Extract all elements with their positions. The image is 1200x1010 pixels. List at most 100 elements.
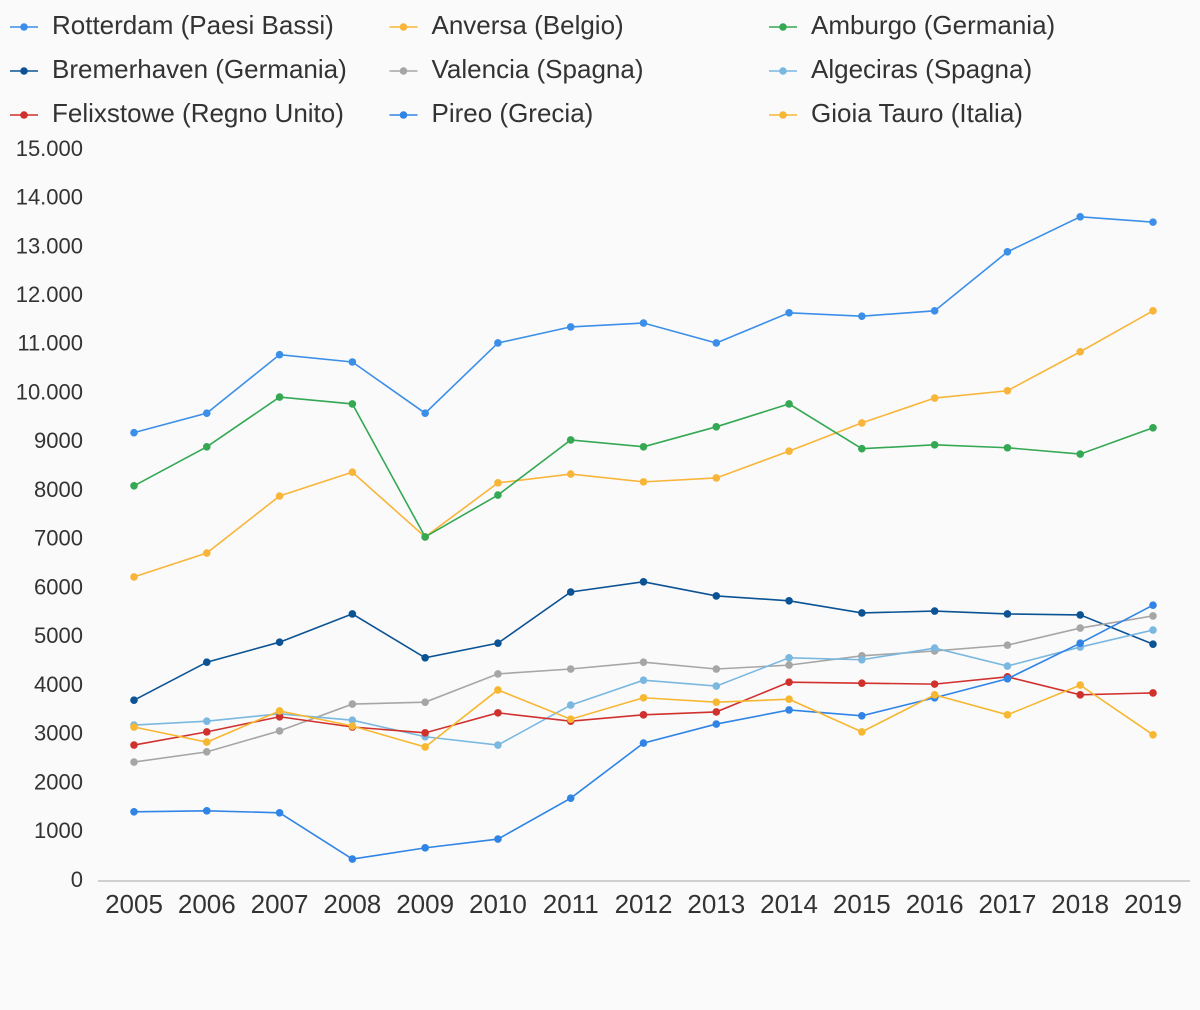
data-point bbox=[202, 717, 211, 725]
data-point bbox=[639, 711, 648, 719]
data-point bbox=[930, 680, 939, 688]
y-tick-label: 4000 bbox=[34, 672, 83, 697]
y-tick-label: 15.000 bbox=[16, 136, 83, 161]
legend-dot bbox=[399, 23, 408, 31]
data-point bbox=[130, 573, 138, 581]
data-point bbox=[1003, 711, 1012, 719]
data-point bbox=[421, 409, 429, 417]
data-point bbox=[202, 748, 211, 756]
data-point bbox=[348, 722, 357, 730]
data-point bbox=[1076, 639, 1085, 647]
data-point bbox=[494, 741, 502, 749]
data-point bbox=[348, 855, 357, 863]
data-point bbox=[712, 682, 721, 690]
data-point bbox=[421, 743, 429, 751]
series-line bbox=[133, 604, 1154, 860]
y-tick-label: 5000 bbox=[34, 623, 83, 648]
x-tick-label: 2005 bbox=[105, 889, 163, 919]
data-point bbox=[858, 728, 866, 736]
data-point bbox=[712, 339, 721, 347]
data-point bbox=[930, 691, 939, 699]
data-point bbox=[130, 741, 138, 749]
data-point bbox=[1003, 641, 1012, 649]
data-point bbox=[639, 577, 648, 586]
data-point bbox=[275, 727, 284, 735]
data-point bbox=[1149, 626, 1157, 634]
data-point bbox=[202, 738, 211, 746]
data-point bbox=[421, 698, 429, 706]
data-point bbox=[566, 323, 575, 331]
data-point bbox=[275, 638, 284, 647]
data-point bbox=[858, 655, 866, 664]
data-point bbox=[1149, 689, 1157, 697]
data-point bbox=[494, 491, 502, 499]
data-point bbox=[930, 607, 939, 615]
data-point bbox=[1076, 347, 1085, 356]
data-point bbox=[566, 794, 575, 802]
legend-dot bbox=[399, 67, 408, 75]
legend-dot bbox=[779, 67, 787, 75]
x-tick-label: 2019 bbox=[1124, 889, 1182, 919]
data-point bbox=[348, 400, 357, 408]
legend-dot bbox=[20, 67, 28, 75]
x-tick-label: 2016 bbox=[906, 889, 964, 919]
data-point bbox=[858, 711, 866, 720]
legend-label: Bremerhaven (Germania) bbox=[52, 54, 347, 84]
data-point bbox=[1076, 212, 1085, 221]
legend-label: Felixstowe (Regno Unito) bbox=[52, 98, 344, 128]
data-point bbox=[421, 729, 429, 737]
data-point bbox=[1149, 423, 1157, 432]
y-tick-label: 2000 bbox=[34, 769, 83, 794]
data-point bbox=[1149, 601, 1157, 609]
y-tick-label: 12.000 bbox=[16, 282, 83, 307]
data-point bbox=[785, 447, 793, 455]
data-point bbox=[566, 436, 575, 444]
x-tick-label: 2018 bbox=[1051, 889, 1109, 919]
data-point bbox=[639, 676, 648, 685]
data-point bbox=[494, 835, 502, 843]
y-tick-label: 7000 bbox=[34, 526, 83, 551]
legend-label: Algeciras (Spagna) bbox=[811, 54, 1032, 84]
data-point bbox=[1003, 443, 1012, 452]
data-point bbox=[785, 678, 793, 686]
data-point bbox=[202, 728, 211, 736]
x-tick-label: 2009 bbox=[396, 889, 454, 919]
legend-label: Valencia (Spagna) bbox=[432, 54, 644, 84]
data-point bbox=[494, 670, 502, 678]
x-tick-label: 2008 bbox=[323, 889, 381, 919]
data-point bbox=[130, 428, 138, 437]
y-tick-label: 8000 bbox=[34, 477, 83, 502]
data-point bbox=[712, 592, 721, 600]
data-point bbox=[348, 610, 357, 618]
data-point bbox=[639, 693, 648, 702]
x-tick-label: 2013 bbox=[687, 889, 745, 919]
data-point bbox=[494, 339, 502, 347]
series-line bbox=[133, 675, 1154, 746]
data-point bbox=[785, 308, 793, 317]
data-point bbox=[566, 701, 575, 709]
data-point bbox=[348, 716, 357, 724]
data-point bbox=[1076, 681, 1085, 689]
data-point bbox=[1149, 612, 1157, 620]
data-point bbox=[348, 358, 357, 366]
data-point bbox=[421, 533, 429, 541]
data-point bbox=[1003, 662, 1012, 670]
y-tick-label: 0 bbox=[71, 867, 83, 892]
data-point bbox=[494, 686, 502, 694]
y-tick-label: 11.000 bbox=[17, 331, 83, 356]
data-point bbox=[130, 807, 138, 816]
data-point bbox=[494, 479, 502, 487]
data-point bbox=[1076, 691, 1085, 699]
data-point bbox=[1003, 674, 1012, 683]
data-point bbox=[930, 307, 939, 315]
data-point bbox=[566, 665, 575, 673]
data-point bbox=[566, 715, 575, 724]
data-point bbox=[130, 723, 138, 731]
data-point bbox=[639, 478, 648, 486]
data-point bbox=[712, 423, 721, 431]
data-point bbox=[858, 679, 866, 687]
y-tick-label: 1000 bbox=[34, 818, 83, 843]
legend-dot bbox=[779, 23, 787, 31]
legend-label: Amburgo (Germania) bbox=[811, 10, 1055, 40]
